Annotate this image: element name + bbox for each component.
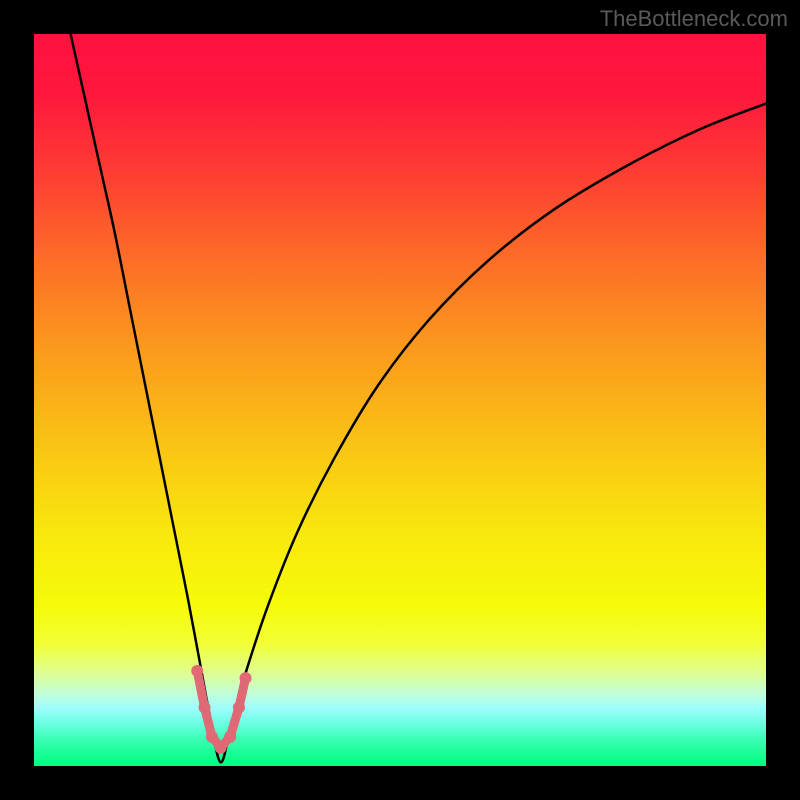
chart-container: TheBottleneck.com	[0, 0, 800, 800]
bottleneck-chart	[0, 0, 800, 800]
plot-background	[34, 34, 766, 766]
watermark-text: TheBottleneck.com	[600, 6, 788, 32]
